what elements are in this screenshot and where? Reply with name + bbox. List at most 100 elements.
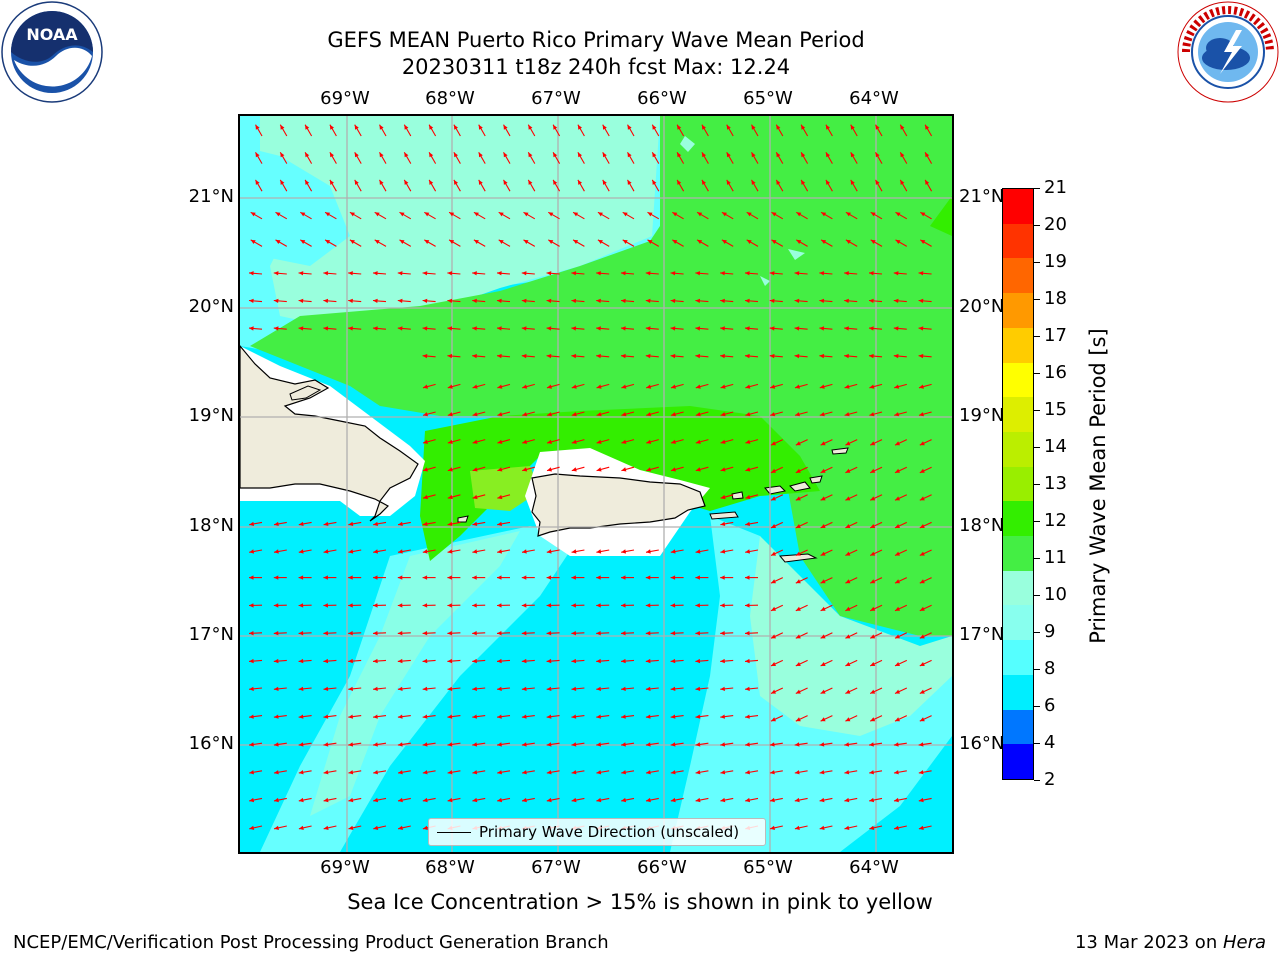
- wave-arrow-head: [621, 326, 626, 331]
- wave-arrow-head: [621, 658, 626, 664]
- wave-arrow-head: [677, 179, 682, 185]
- colorbar-tick-label: 16: [1044, 362, 1067, 383]
- colorbar-segment: [1003, 501, 1033, 537]
- wave-arrow-head: [869, 326, 874, 331]
- lon-label-top: 65°W: [743, 88, 793, 109]
- wave-arrow-head: [498, 212, 504, 217]
- wave-arrow-head: [497, 494, 503, 500]
- wave-arrow-head: [522, 797, 527, 803]
- wave-arrow-head: [497, 549, 502, 554]
- wave-arrow-head: [522, 439, 528, 444]
- wave-arrow-head: [497, 658, 502, 664]
- wave-arrow-head: [571, 549, 577, 554]
- wave-arrow-head: [546, 603, 552, 608]
- wave-arrow-head: [571, 770, 577, 775]
- wave-arrow-head: [349, 212, 355, 217]
- wave-arrow-head: [645, 298, 651, 303]
- wave-arrow-head: [795, 441, 801, 446]
- colorbar-tick: [1034, 447, 1040, 448]
- wave-arrow-head: [503, 152, 508, 158]
- wave-arrow-head: [844, 797, 850, 803]
- wave-arrow-head: [652, 179, 657, 185]
- wave-arrow-head: [521, 631, 527, 636]
- wave-arrow-head: [472, 353, 477, 359]
- wave-arrow-head: [819, 298, 825, 303]
- wave-arrow-head: [670, 271, 676, 276]
- wave-arrow-head: [447, 439, 453, 444]
- wave-arrow-head: [919, 551, 925, 556]
- wave-arrow-head: [305, 179, 310, 185]
- wave-arrow-head: [695, 658, 701, 664]
- wave-arrow-head: [298, 631, 304, 636]
- wave-arrow-head: [503, 179, 508, 185]
- wave-arrow-head: [844, 271, 849, 276]
- wave-arrow-head: [373, 770, 378, 775]
- wave-arrow-head: [745, 714, 750, 719]
- wave-arrow-head: [670, 603, 676, 608]
- wave-arrow-head: [745, 353, 750, 359]
- wave-arrow-head: [646, 770, 651, 775]
- wave-arrow-head: [423, 439, 428, 444]
- map-legend: Primary Wave Direction (unscaled): [428, 818, 766, 846]
- wave-arrow-head: [472, 742, 478, 747]
- wave-arrow-head: [497, 770, 502, 775]
- colorbar-segment: [1003, 258, 1033, 294]
- wave-arrow-head: [323, 742, 329, 747]
- wave-arrow-head: [652, 152, 657, 158]
- wave-arrow-head: [548, 239, 554, 244]
- lon-label-top: 66°W: [637, 88, 687, 109]
- wave-arrow-head: [472, 658, 477, 664]
- wave-arrow-head: [472, 797, 478, 803]
- wave-arrow-head: [571, 686, 577, 691]
- wave-arrow-head: [745, 658, 750, 664]
- wave-arrow-head: [373, 603, 378, 608]
- wave-arrow-head: [373, 658, 378, 664]
- lat-label-right: 20°N: [959, 296, 1005, 317]
- wave-arrow-head: [275, 239, 281, 244]
- wave-arrow-head: [329, 124, 334, 130]
- field-green-10-11: [250, 116, 952, 636]
- legend-label: Primary Wave Direction (unscaled): [479, 823, 740, 841]
- land-anegada: [831, 447, 849, 455]
- wave-arrow-head: [379, 124, 384, 130]
- wave-arrow-head: [571, 658, 577, 664]
- colorbar-tick: [1034, 262, 1040, 263]
- wave-arrow-head: [893, 298, 899, 303]
- wave-arrow-head: [249, 575, 254, 580]
- wave-arrow-head: [323, 825, 329, 830]
- wave-arrow-head: [850, 152, 855, 158]
- colorbar-tick-label: 12: [1044, 510, 1067, 531]
- wave-arrow-head: [745, 271, 750, 276]
- wave-arrow-head: [670, 797, 676, 803]
- wave-arrow-head: [819, 353, 825, 359]
- wave-arrow-head: [621, 353, 626, 359]
- wave-arrow-head: [280, 179, 285, 185]
- wave-arrow-head: [695, 412, 701, 417]
- wave-arrow-head: [869, 384, 875, 389]
- wave-arrow-head: [571, 298, 577, 303]
- gridlines: [240, 116, 952, 852]
- wave-arrow-head: [255, 124, 260, 130]
- colorbar-tick-label: 9: [1044, 621, 1056, 642]
- colorbar-segment: [1003, 327, 1033, 363]
- wave-arrow-head: [771, 717, 776, 722]
- colorbar-tick: [1034, 669, 1040, 670]
- lat-label-right: 18°N: [959, 515, 1005, 536]
- wave-arrow-head: [521, 298, 527, 303]
- wave-arrow-head: [621, 575, 626, 580]
- wave-arrow-head: [497, 326, 502, 331]
- wave-arrow-head: [521, 271, 527, 276]
- wave-arrow-head: [447, 714, 453, 719]
- wave-arrow-head: [323, 326, 329, 331]
- wave-arrow-head: [870, 606, 876, 611]
- wave-arrow-head: [919, 579, 925, 584]
- colorbar-segment: [1003, 397, 1033, 432]
- wave-arrow-head: [720, 742, 726, 747]
- wave-arrow-head: [298, 575, 304, 580]
- wave-arrow-head: [497, 603, 502, 608]
- field-artifact: [680, 136, 695, 152]
- wave-arrow-head: [298, 770, 304, 775]
- wave-arrow-head: [819, 825, 825, 830]
- wave-arrow-head: [776, 152, 781, 158]
- wave-arrow-head: [497, 714, 502, 719]
